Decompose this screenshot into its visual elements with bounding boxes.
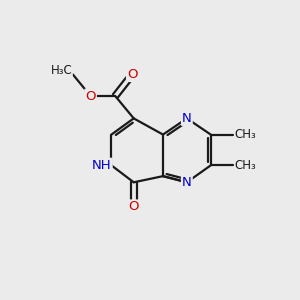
Text: CH₃: CH₃: [235, 128, 256, 141]
Text: O: O: [127, 68, 137, 81]
Text: N: N: [182, 112, 192, 125]
Text: CH₃: CH₃: [235, 159, 256, 172]
Text: NH: NH: [92, 159, 111, 172]
Text: O: O: [128, 200, 139, 213]
Text: NH: NH: [92, 159, 111, 172]
Text: O: O: [85, 90, 96, 103]
Text: H₃C: H₃C: [50, 64, 72, 77]
Text: N: N: [182, 176, 192, 189]
